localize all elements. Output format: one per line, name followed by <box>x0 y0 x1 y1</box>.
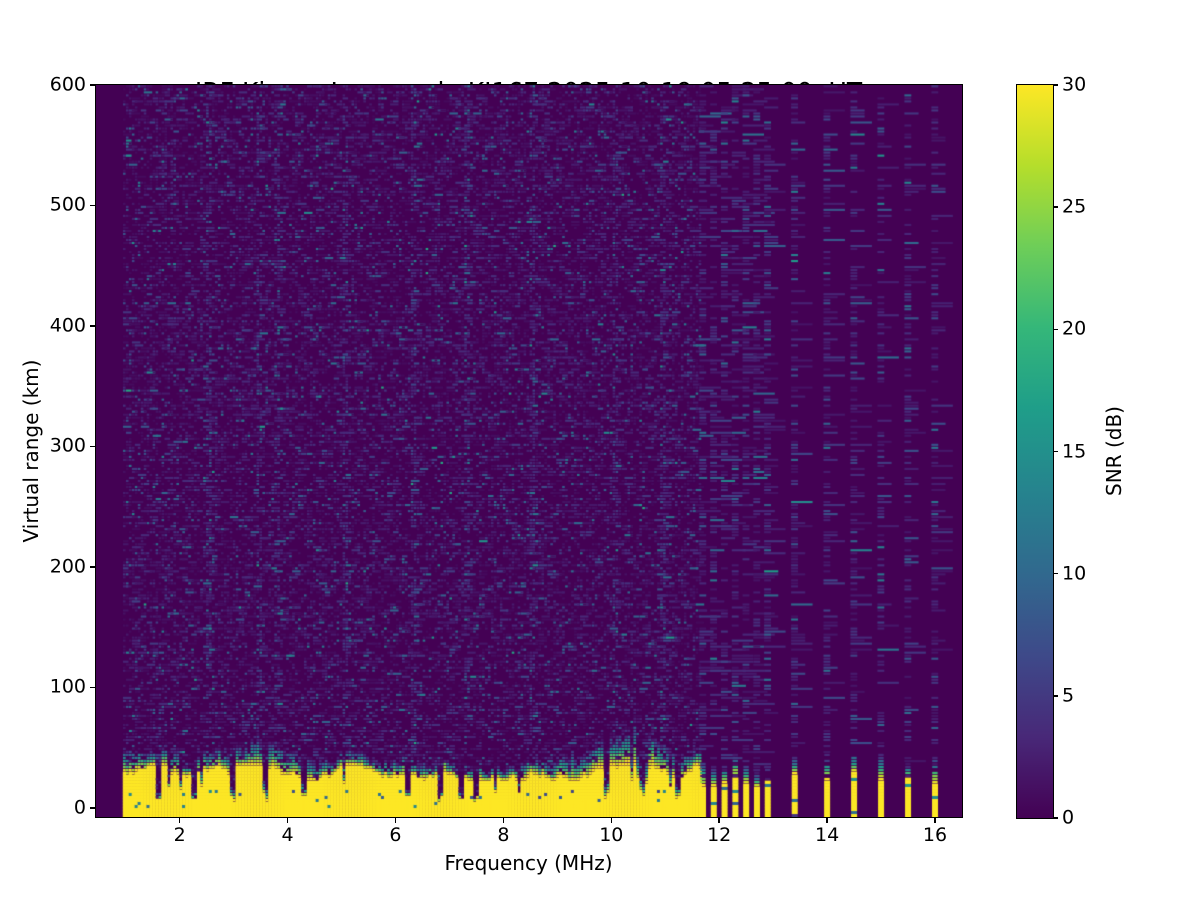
colorbar-tick-mark <box>1053 695 1058 697</box>
colorbar-label: SNR (dB) <box>1102 406 1126 496</box>
y-tick-mark <box>90 325 95 327</box>
x-tick-label: 14 <box>815 824 840 846</box>
x-tick-mark <box>826 818 828 823</box>
y-tick-label: 100 <box>49 676 86 699</box>
colorbar-tick-label: 15 <box>1062 440 1087 463</box>
plot-area <box>95 84 963 818</box>
y-tick-label: 500 <box>49 194 86 217</box>
y-tick-mark <box>90 566 95 568</box>
x-tick-mark <box>934 818 936 823</box>
y-tick-label: 300 <box>49 435 86 458</box>
x-tick-label: 2 <box>173 824 186 846</box>
y-tick-mark <box>90 84 95 86</box>
colorbar-tick-mark <box>1053 84 1058 86</box>
x-tick-mark <box>718 818 720 823</box>
colorbar-tick-mark <box>1053 572 1058 575</box>
x-tick-mark <box>610 818 613 823</box>
y-tick-mark <box>90 807 95 809</box>
x-tick-label: 16 <box>922 824 948 846</box>
x-tick-mark <box>502 818 505 823</box>
x-tick-mark <box>286 818 289 823</box>
x-tick-label: 10 <box>599 824 624 846</box>
x-tick-mark <box>394 818 397 823</box>
y-tick-label: 0 <box>73 796 86 819</box>
colorbar-tick-mark <box>1053 328 1058 331</box>
x-tick-label: 4 <box>281 824 294 846</box>
heatmap-canvas <box>96 85 962 817</box>
x-tick-mark <box>178 818 181 823</box>
colorbar-tick-label: 30 <box>1062 73 1087 96</box>
colorbar-tick-label: 5 <box>1062 684 1075 707</box>
y-tick-mark <box>90 204 95 207</box>
x-tick-label: 12 <box>707 824 732 846</box>
x-tick-label: 6 <box>389 824 402 846</box>
y-tick-mark <box>90 686 95 689</box>
colorbar-tick-label: 10 <box>1062 562 1087 585</box>
y-tick-label: 200 <box>49 555 86 578</box>
x-axis-label: Frequency (MHz) <box>444 851 613 875</box>
x-tick-label: 8 <box>497 824 510 846</box>
colorbar-tick-mark <box>1053 817 1058 819</box>
y-tick-mark <box>90 445 95 448</box>
y-tick-label: 600 <box>49 73 86 96</box>
colorbar-gradient <box>1017 85 1053 818</box>
colorbar-tick-mark <box>1053 450 1058 453</box>
colorbar-tick-label: 20 <box>1062 317 1087 340</box>
colorbar-tick-label: 0 <box>1062 806 1075 829</box>
y-tick-label: 400 <box>49 314 86 337</box>
colorbar-tick-mark <box>1053 206 1058 208</box>
colorbar <box>1016 84 1054 819</box>
colorbar-tick-label: 25 <box>1062 195 1087 218</box>
